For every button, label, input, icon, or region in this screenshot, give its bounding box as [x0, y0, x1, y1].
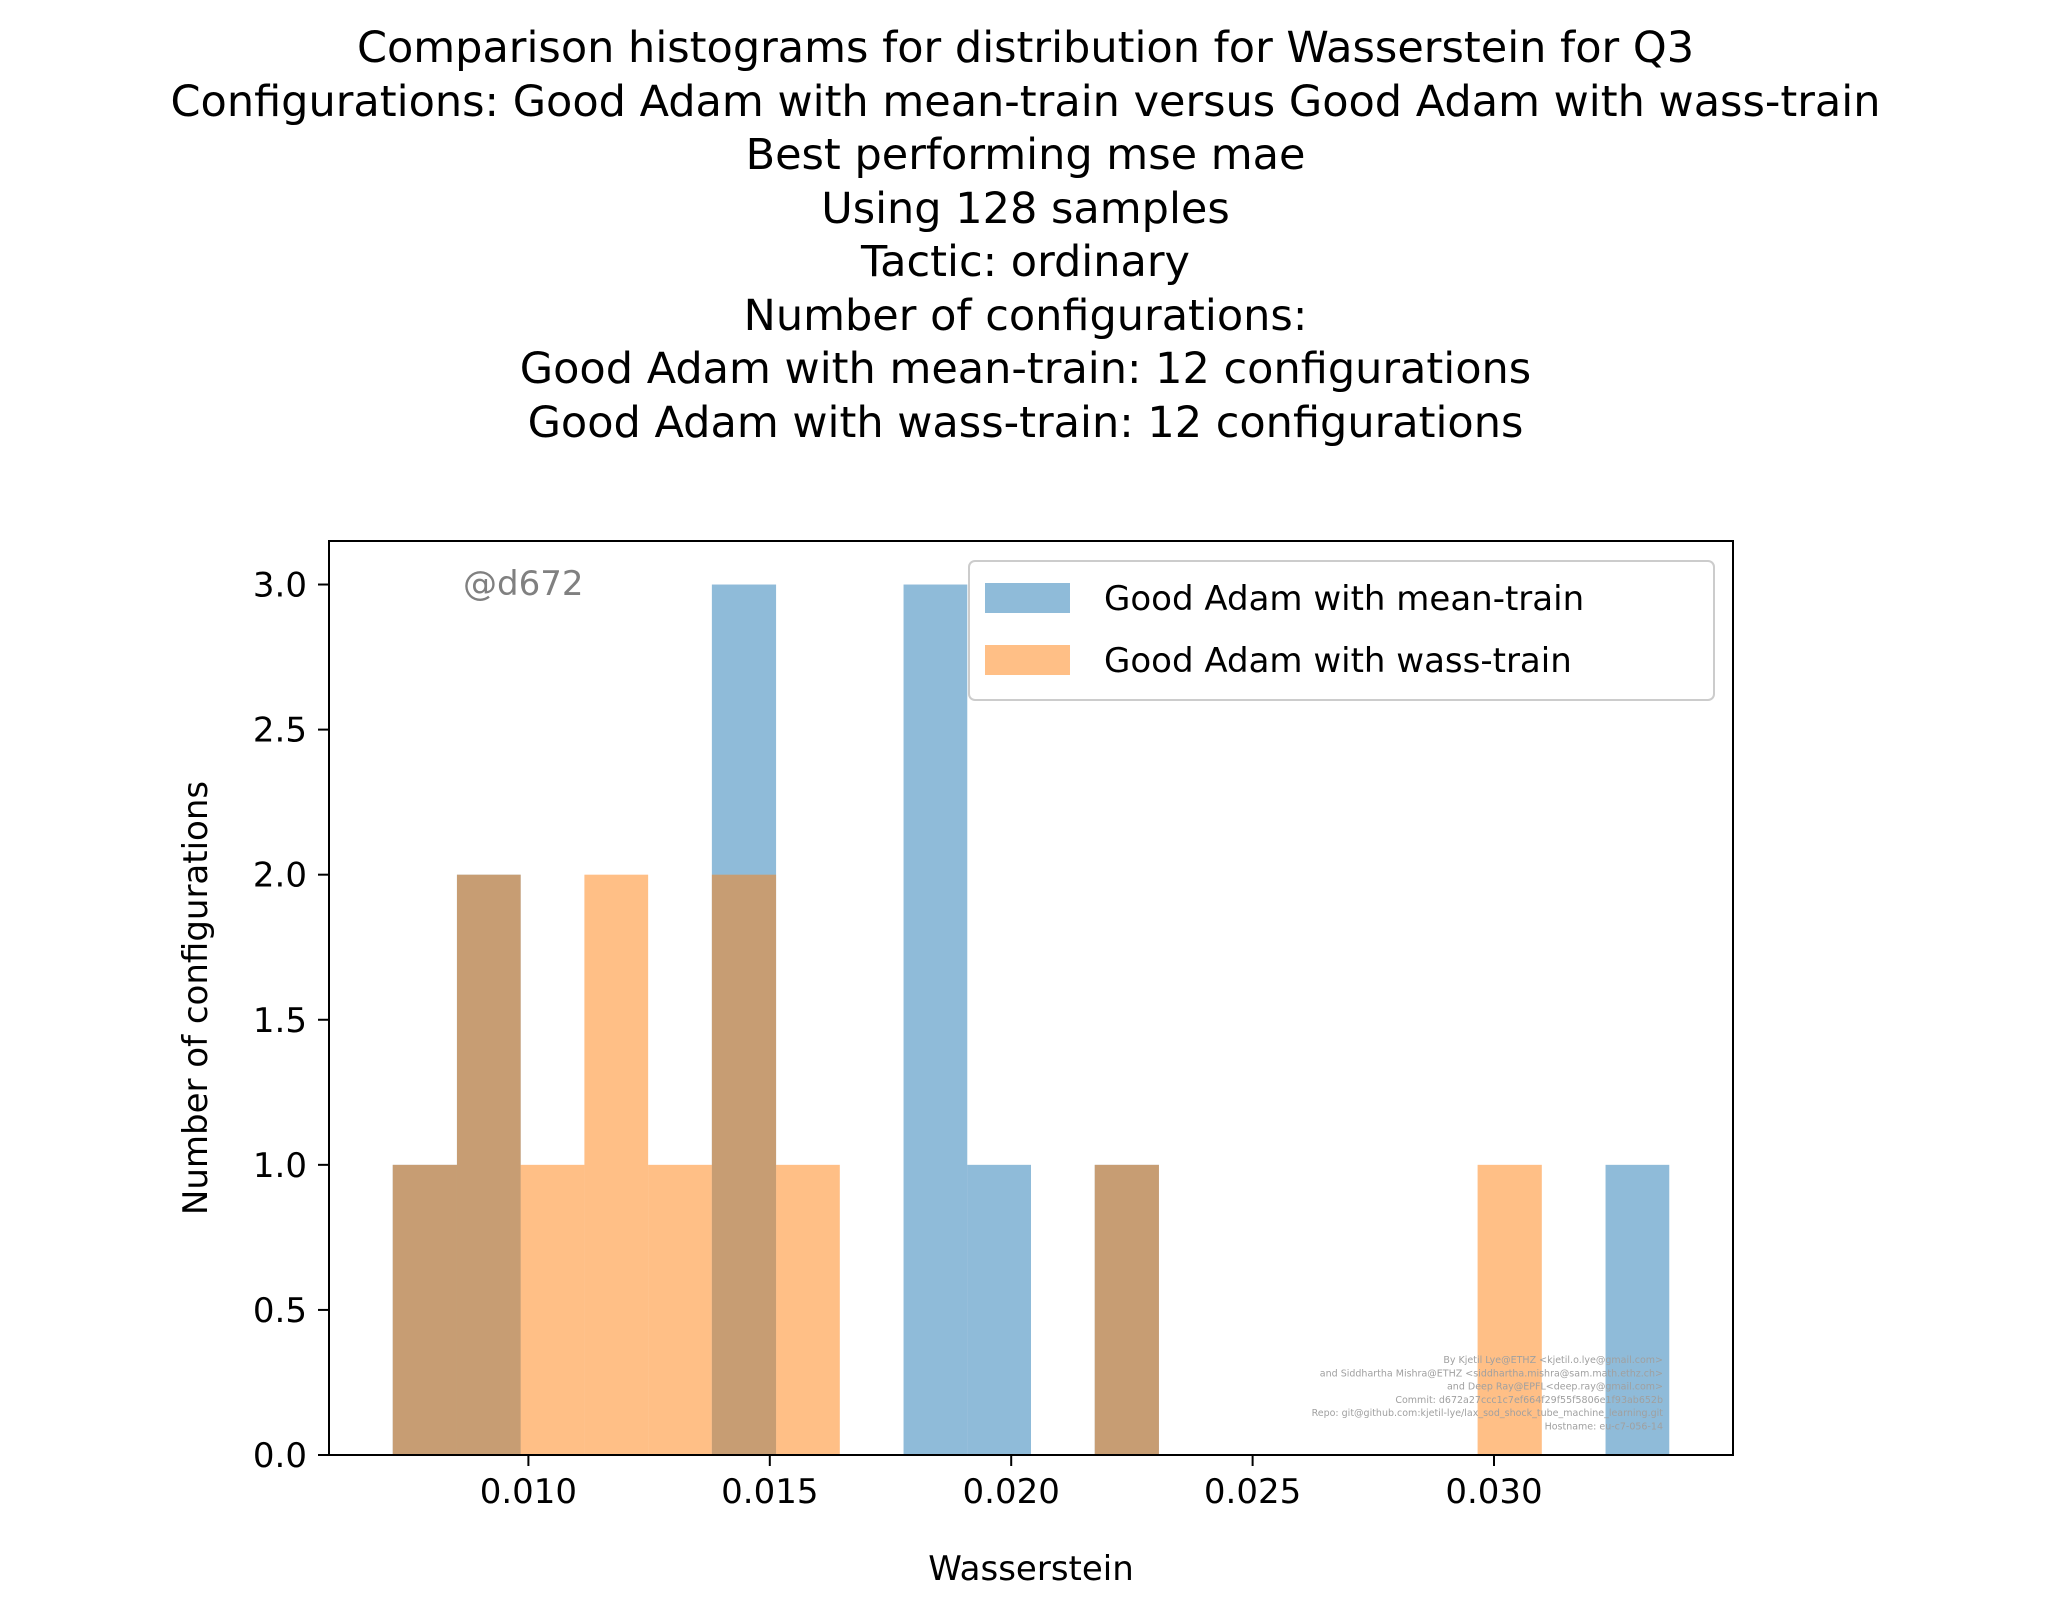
credits-text: By Kjetil Lye@ETHZ <kjetil.o.lye@gmail.c…	[1312, 1355, 1664, 1433]
y-tick-label: 1.0	[253, 1146, 307, 1186]
title-line: Good Adam with mean-train: 12 configurat…	[519, 344, 1532, 394]
bar-mean-train	[903, 584, 968, 1455]
bar-wass-train	[520, 1164, 585, 1455]
y-tick-label: 0.0	[253, 1436, 307, 1476]
y-tick-label: 0.5	[253, 1291, 307, 1331]
credit-line: Repo: git@github.com:kjetil-lye/lax_sod_…	[1312, 1408, 1664, 1419]
title-line: Good Adam with wass-train: 12 configurat…	[527, 397, 1524, 448]
x-tick-label: 0.020	[963, 1472, 1060, 1512]
x-tick-label: 0.010	[480, 1472, 577, 1512]
credit-line: and Deep Ray@EPFL<deep.ray@gmail.com>	[1447, 1382, 1663, 1393]
bar-wass-train	[776, 1164, 840, 1455]
title-line: Best performing mse mae	[745, 130, 1306, 180]
title-line: Tactic: ordinary	[861, 237, 1190, 287]
bars-layer	[392, 584, 1670, 1455]
title-line: Comparison histograms for distribution f…	[356, 23, 1695, 73]
credit-line: Commit: d672a27ccc1c7ef664f29f55f5806e1f…	[1395, 1395, 1663, 1406]
credit-line: and Siddhartha Mishra@ETHZ <siddhartha.m…	[1320, 1368, 1663, 1379]
y-tick-label: 3.0	[253, 566, 307, 606]
x-axis-label: Wasserstein	[928, 1549, 1134, 1589]
bar-mean-train	[1605, 1164, 1670, 1455]
x-tick-label: 0.015	[721, 1472, 818, 1512]
x-tick-label: 0.030	[1445, 1472, 1542, 1512]
credit-line: By Kjetil Lye@ETHZ <kjetil.o.lye@gmail.c…	[1443, 1355, 1663, 1366]
plot-frame	[328, 540, 1734, 1456]
title-line: Using 128 samples	[821, 183, 1230, 234]
bar-wass-train	[392, 1164, 457, 1455]
bar-wass-train	[1094, 1164, 1159, 1455]
y-axis-label: Number of configurations	[176, 781, 216, 1215]
chart-title: Comparison histograms for distribution f…	[0, 22, 2051, 450]
y-ticks: 0.0 0.5 1.0 1.5 2.0 2.5 3.0	[253, 566, 329, 1476]
y-tick-label: 2.5	[253, 711, 307, 751]
bar-wass-train	[584, 874, 649, 1455]
bar-wass-train	[456, 874, 521, 1455]
bar-mean-train	[967, 1164, 1031, 1455]
x-tick-label: 0.025	[1204, 1472, 1301, 1512]
title-line: Number of configurations:	[743, 290, 1308, 341]
y-tick-label: 2.0	[253, 856, 307, 896]
legend-label: Good Adam with mean-train	[1104, 579, 1584, 619]
title-line: Configurations: Good Adam with mean-trai…	[170, 76, 1881, 127]
watermark-text: @d672	[463, 564, 583, 604]
bar-wass-train	[711, 874, 777, 1455]
y-tick-label: 1.5	[253, 1001, 307, 1041]
legend: Good Adam with mean-train Good Adam with …	[968, 560, 1715, 701]
legend-swatch	[985, 645, 1070, 675]
legend-swatch	[985, 583, 1070, 613]
bar-wass-train	[648, 1164, 712, 1455]
bar-wass-train	[1477, 1164, 1542, 1455]
legend-label: Good Adam with wass-train	[1104, 641, 1572, 681]
legend-box	[968, 560, 1715, 701]
x-ticks: 0.010 0.015 0.020 0.025 0.030	[480, 1455, 1543, 1512]
credit-line: Hostname: eu-c7-056-14	[1545, 1422, 1663, 1433]
